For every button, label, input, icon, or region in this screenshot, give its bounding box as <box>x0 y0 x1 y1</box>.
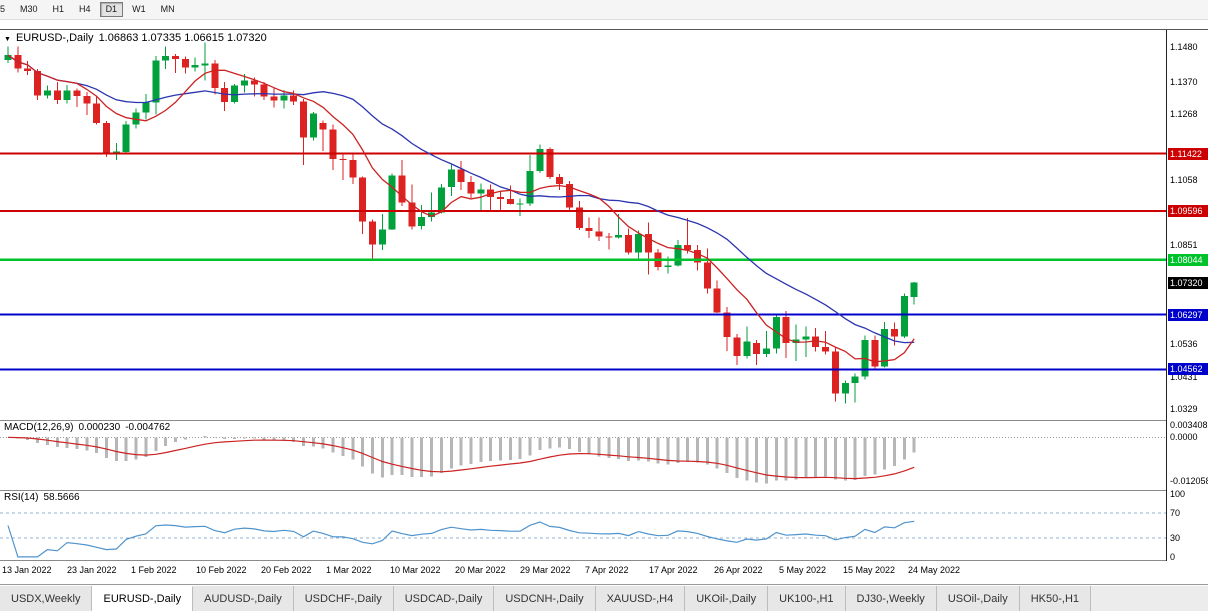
price-axis-label: 1.0329 <box>1170 404 1198 414</box>
tab-xauusd-h4[interactable]: XAUUSD-,H4 <box>595 586 686 611</box>
tab-usoil-daily[interactable]: USOil-,Daily <box>936 586 1020 611</box>
date-label: 20 Feb 2022 <box>261 565 312 575</box>
timeframe-button-d1[interactable]: D1 <box>99 2 124 17</box>
date-label: 7 Apr 2022 <box>585 565 629 575</box>
tab-ukoil-daily[interactable]: UKOil-,Daily <box>685 586 769 611</box>
macd-axis-label: -0.012058 <box>1170 476 1208 486</box>
price-axis-label: 1.1058 <box>1170 175 1198 185</box>
price-panel[interactable]: ▼ EURUSD-,Daily 1.06863 1.07335 1.06615 … <box>0 30 1208 421</box>
timeframe-button-h1[interactable]: H1 <box>52 4 65 14</box>
rsi-chart-svg[interactable] <box>0 491 1166 560</box>
date-label: 20 Mar 2022 <box>455 565 506 575</box>
date-label: 29 Mar 2022 <box>520 565 571 575</box>
rsi-axis-label: 100 <box>1170 489 1186 499</box>
tab-usdchf-daily[interactable]: USDCHF-,Daily <box>293 586 394 611</box>
current-price-badge: 1.07320 <box>1168 277 1208 289</box>
timeframe-button-mn[interactable]: MN <box>160 4 175 14</box>
macd-panel[interactable]: MACD(12,26,9) 0.000230 -0.004762 <box>0 421 1208 491</box>
timeframe-button-w1[interactable]: W1 <box>132 4 146 14</box>
price-level-badge: 1.06297 <box>1168 309 1208 321</box>
price-level-badge: 1.04562 <box>1168 363 1208 375</box>
rsi-axis-label: 70 <box>1170 508 1181 518</box>
date-label: 1 Feb 2022 <box>131 565 177 575</box>
date-label: 10 Feb 2022 <box>196 565 247 575</box>
price-axis-label: 1.0851 <box>1170 240 1198 250</box>
price-axis-label: 1.1370 <box>1170 77 1198 87</box>
macd-chart-svg[interactable] <box>0 421 1166 490</box>
chart-tabs-bar: USDX,Weekly EURUSD-,Daily AUDUSD-,Daily USD… <box>0 585 1208 611</box>
date-label: 26 Apr 2022 <box>714 565 763 575</box>
date-label: 13 Jan 2022 <box>2 565 52 575</box>
price-level-badge: 1.09596 <box>1168 205 1208 217</box>
date-label: 5 May 2022 <box>779 565 827 575</box>
timeframe-button-h4[interactable]: H4 <box>79 4 91 14</box>
price-axis-label: 1.0431 <box>1170 372 1198 382</box>
date-label: 24 May 2022 <box>908 565 961 575</box>
date-label: 1 Mar 2022 <box>326 565 372 575</box>
tab-hk50-h1[interactable]: HK50-,H1 <box>1019 586 1092 611</box>
price-axis-label: 1.1480 <box>1170 42 1198 52</box>
date-label: 10 Mar 2022 <box>390 565 441 575</box>
price-axis[interactable]: 1.1480 1.1370 1.1268 1.1058 1.0851 1.0536 1.04… <box>1166 30 1208 562</box>
price-axis-label: 1.0536 <box>1170 339 1198 349</box>
tab-uk100-h1[interactable]: UK100-,H1 <box>768 586 846 611</box>
date-axis[interactable]: 13 Jan 2022 23 Jan 2022 1 Feb 2022 10 Feb 2… <box>0 561 1208 585</box>
macd-axis-label: 0.0000 <box>1170 432 1198 442</box>
rsi-axis-label: 0 <box>1170 552 1176 562</box>
chart-window: ▼ EURUSD-,Daily 1.06863 1.07335 1.06615 … <box>0 29 1208 562</box>
timeframe-toolbar: 5 M30 H1 H4 D1 W1 MN <box>0 0 1208 20</box>
timeframe-button-5[interactable]: 5 <box>0 4 6 14</box>
tab-usdcad-daily[interactable]: USDCAD-,Daily <box>393 586 495 611</box>
tab-usdx-weekly[interactable]: USDX,Weekly <box>0 586 93 611</box>
rsi-axis-label: 30 <box>1170 533 1181 543</box>
price-level-badge: 1.08044 <box>1168 254 1208 266</box>
date-label: 17 Apr 2022 <box>649 565 698 575</box>
macd-axis-label: 0.003408 <box>1170 420 1208 430</box>
rsi-panel[interactable]: RSI(14) 58.5666 <box>0 491 1208 561</box>
timeframe-button-m30[interactable]: M30 <box>20 4 38 14</box>
date-label: 15 May 2022 <box>843 565 896 575</box>
tab-usdcnh-daily[interactable]: USDCNH-,Daily <box>494 586 596 611</box>
price-chart-svg[interactable] <box>0 30 1166 420</box>
price-level-badge: 1.11422 <box>1168 148 1208 160</box>
price-axis-label: 1.1268 <box>1170 109 1198 119</box>
tab-dj30-weekly[interactable]: DJ30-,Weekly <box>845 586 937 611</box>
tab-eurusd-daily[interactable]: EURUSD-,Daily <box>92 586 194 611</box>
tab-audusd-daily[interactable]: AUDUSD-,Daily <box>193 586 294 611</box>
date-label: 23 Jan 2022 <box>67 565 117 575</box>
